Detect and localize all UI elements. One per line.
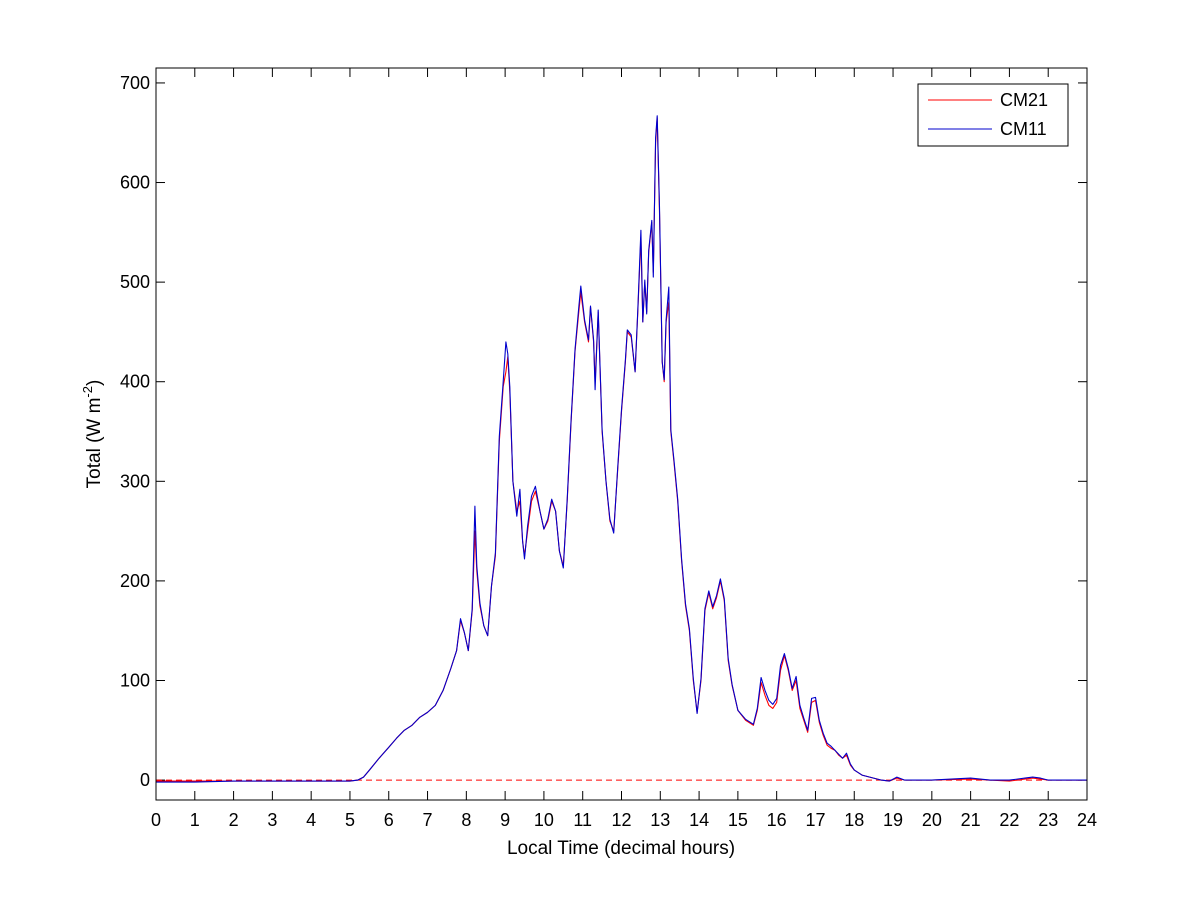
x-tick-label: 17 (805, 810, 825, 830)
y-tick-label: 700 (120, 73, 150, 93)
x-tick-label: 15 (728, 810, 748, 830)
x-tick-label: 10 (534, 810, 554, 830)
series-layer (156, 115, 1087, 783)
y-tick-label: 0 (140, 770, 150, 790)
x-tick-label: 19 (883, 810, 903, 830)
x-tick-label: 11 (573, 810, 592, 830)
legend: CM21 CM11 (917, 83, 1069, 147)
x-tick-label: 1 (190, 810, 200, 830)
series-line-cm11 (156, 115, 1087, 783)
x-tick-label: 22 (999, 810, 1019, 830)
y-tick-label: 600 (120, 173, 150, 193)
x-tick-label: 2 (229, 810, 239, 830)
y-tick-label: 400 (120, 372, 150, 392)
y-tick-label: 300 (120, 471, 150, 491)
x-tick-label: 8 (461, 810, 471, 830)
x-tick-label: 20 (922, 810, 942, 830)
x-tick-label: 14 (689, 810, 709, 830)
y-tick-label: 500 (120, 272, 150, 292)
x-axis-label: Local Time (decimal hours) (507, 838, 735, 859)
legend-box (917, 83, 1069, 147)
x-tick-label: 12 (611, 810, 631, 830)
y-axis-label: Total (W m-2) (80, 380, 105, 489)
x-tick-label: 6 (384, 810, 394, 830)
plot-background (156, 68, 1087, 800)
y-tick-label: 200 (120, 571, 150, 591)
tick-labels: 0 1 2 3 4 5 6 7 8 9 10 11 12 13 14 15 16 17 18 19 20 21 22 23 24… (120, 73, 1097, 830)
legend-label-cm21: CM21 (1000, 90, 1048, 110)
x-tick-label: 13 (650, 810, 670, 830)
x-tick-label: 5 (345, 810, 355, 830)
legend-label-cm11: CM11 (1000, 119, 1047, 139)
y-tick-label: 100 (120, 670, 150, 690)
x-tick-label: 23 (1038, 810, 1058, 830)
x-tick-label: 7 (423, 810, 433, 830)
x-tick-label: 24 (1077, 810, 1097, 830)
x-tick-label: 18 (844, 810, 864, 830)
x-tick-label: 9 (500, 810, 510, 830)
x-tick-label: 3 (267, 810, 277, 830)
x-tick-label: 0 (151, 810, 161, 830)
x-tick-label: 16 (767, 810, 787, 830)
axis-ticks (155, 68, 1088, 800)
x-tick-label: 21 (961, 810, 981, 830)
x-tick-label: 4 (306, 810, 316, 830)
plot-frame (155, 67, 1088, 801)
